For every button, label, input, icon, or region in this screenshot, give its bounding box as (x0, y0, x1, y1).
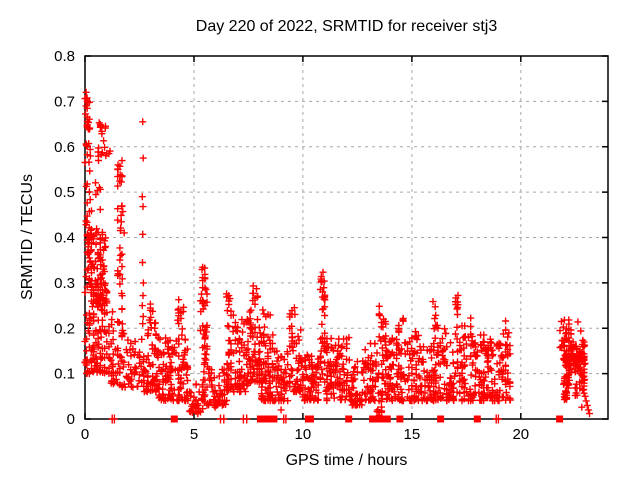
x-tick-label: 20 (512, 426, 529, 443)
y-tick-label: 0.6 (54, 139, 75, 156)
y-axis-label: SRMTID / TECUs (19, 174, 36, 300)
y-tick-label: 0 (67, 411, 75, 428)
x-tick-label: 0 (81, 426, 89, 443)
x-tick-label: 15 (404, 426, 421, 443)
chart-title: Day 220 of 2022, SRMTID for receiver stj… (195, 18, 498, 35)
grid-lines (85, 56, 608, 419)
y-tick-label: 0.5 (54, 184, 75, 201)
x-tick-label: 10 (295, 426, 312, 443)
x-axis-label: GPS time / hours (285, 452, 408, 469)
data-points (81, 88, 593, 424)
y-tick-label: 0.3 (54, 275, 75, 292)
y-tick-label: 0.7 (54, 93, 75, 110)
tick-labels: 0 5 10 15 20 0 0.1 0.2 0.3 0.4 0.5 0.6 0.7 0.8 (54, 48, 529, 443)
y-tick-label: 0.1 (54, 366, 75, 383)
y-tick-label: 0.8 (54, 48, 75, 65)
x-tick-label: 5 (190, 426, 198, 443)
y-tick-label: 0.2 (54, 320, 75, 337)
y-tick-label: 0.4 (54, 230, 75, 247)
